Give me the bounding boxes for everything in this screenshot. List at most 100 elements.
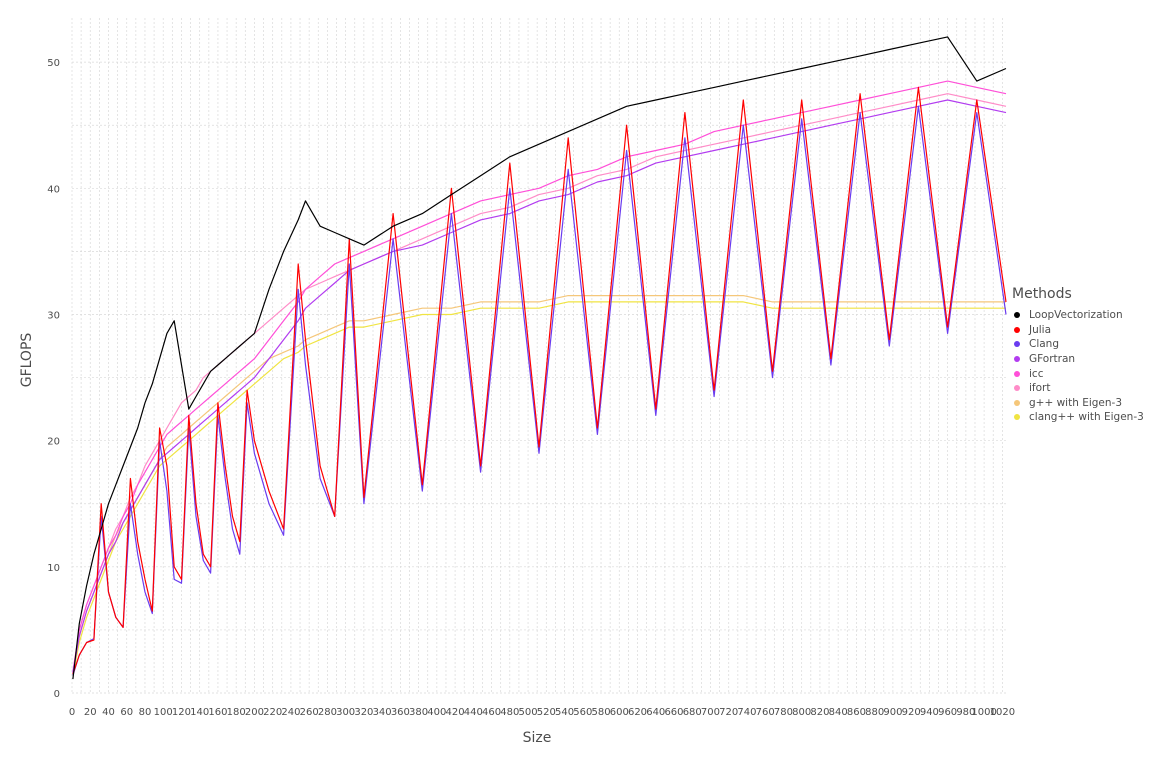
x-tick-label: 700 — [701, 707, 720, 718]
legend-item: icc — [1012, 366, 1144, 381]
series-line-julia — [72, 86, 1007, 675]
x-tick-label: 460 — [482, 707, 501, 718]
x-tick-label: 780 — [774, 707, 793, 718]
x-tick-label: 920 — [902, 707, 921, 718]
x-tick-label: 880 — [865, 707, 884, 718]
legend-swatch — [1014, 414, 1020, 421]
x-tick-label: 900 — [883, 707, 902, 718]
legend-label: ifort — [1029, 382, 1051, 395]
x-tick-label: 320 — [354, 707, 373, 718]
legend-swatch — [1014, 356, 1020, 363]
grid-lines — [71, 18, 1006, 694]
y-tick-label: 20 — [47, 437, 60, 448]
x-tick-label: 200 — [245, 707, 264, 718]
x-tick-label: 240 — [281, 707, 300, 718]
legend-item: Julia — [1012, 323, 1144, 338]
series-line-ifort — [72, 93, 1007, 673]
x-tick-label: 520 — [537, 707, 556, 718]
x-tick-label: 560 — [573, 707, 592, 718]
x-tick-label: 160 — [208, 707, 227, 718]
x-tick-label: 640 — [646, 707, 665, 718]
x-tick-label: 20 — [84, 707, 97, 718]
x-tick-label: 600 — [610, 707, 629, 718]
x-tick-label: 420 — [446, 707, 465, 718]
legend-label: g++ with Eigen-3 — [1029, 396, 1123, 409]
y-tick-label: 0 — [54, 689, 60, 700]
x-tick-label: 720 — [719, 707, 738, 718]
legend-label: Julia — [1029, 323, 1052, 336]
legend-label: icc — [1029, 367, 1044, 380]
x-tick-label: 1020 — [990, 707, 1015, 718]
legend-item: GFortran — [1012, 352, 1144, 367]
y-tick-label: 50 — [47, 58, 60, 69]
series-line-gfortran — [72, 99, 1007, 673]
legend-title: Methods — [1012, 286, 1072, 302]
x-tick-label: 680 — [683, 707, 702, 718]
x-tick-label: 540 — [555, 707, 574, 718]
x-tick-label: 360 — [391, 707, 410, 718]
x-tick-label: 400 — [427, 707, 446, 718]
series-line-icc — [72, 80, 1007, 672]
x-tick-label: 860 — [847, 707, 866, 718]
legend-swatch — [1014, 326, 1020, 333]
x-tick-label: 580 — [591, 707, 610, 718]
legend-label: LoopVectorization — [1029, 309, 1123, 322]
legend-label: clang++ with Eigen-3 — [1029, 411, 1144, 424]
x-tick-labels: 0 20 40 60 80 100 120 140 160 180 200 220 240 260 280 3… — [69, 707, 1015, 718]
y-tick-label: 40 — [47, 184, 60, 195]
x-tick-label: 660 — [664, 707, 683, 718]
x-tick-label: 380 — [409, 707, 428, 718]
x-tick-label: 740 — [737, 707, 756, 718]
x-tick-label: 140 — [190, 707, 209, 718]
legend-swatch — [1014, 370, 1020, 377]
x-tick-label: 840 — [829, 707, 848, 718]
x-tick-label: 280 — [318, 707, 337, 718]
x-tick-label: 980 — [956, 707, 975, 718]
legend-swatch — [1014, 341, 1020, 348]
legend-item: g++ with Eigen-3 — [1012, 396, 1144, 411]
legend: Methods LoopVectorization Julia Clang GFort… — [1012, 286, 1144, 425]
x-tick-label: 340 — [373, 707, 392, 718]
legend-swatch — [1014, 312, 1020, 319]
x-tick-label: 120 — [172, 707, 191, 718]
x-axis-label: Size — [523, 730, 552, 746]
x-tick-label: 0 — [69, 707, 75, 718]
x-tick-label: 940 — [920, 707, 939, 718]
y-tick-labels: 0 10 20 30 40 50 — [47, 58, 60, 700]
legend-label: Clang — [1029, 338, 1060, 351]
legend-items: LoopVectorization Julia Clang GFortran icc if… — [1012, 308, 1144, 425]
x-tick-label: 60 — [120, 707, 133, 718]
series-line-loopvectorization — [72, 36, 1007, 680]
x-tick-label: 220 — [263, 707, 282, 718]
x-tick-label: 180 — [227, 707, 246, 718]
legend-item: LoopVectorization — [1012, 308, 1144, 323]
y-tick-label: 10 — [47, 563, 60, 574]
x-tick-label: 620 — [628, 707, 647, 718]
x-tick-label: 260 — [300, 707, 319, 718]
legend-item: clang++ with Eigen-3 — [1012, 410, 1144, 425]
x-tick-label: 960 — [938, 707, 957, 718]
x-tick-label: 820 — [810, 707, 829, 718]
series-line-g-with-eigen-3 — [72, 295, 1006, 675]
y-axis-label: GFLOPS — [19, 333, 35, 388]
x-tick-label: 100 — [154, 707, 173, 718]
series-lines — [72, 36, 1007, 680]
series-line-clang-with-eigen-3 — [72, 301, 1006, 676]
legend-item: Clang — [1012, 337, 1144, 352]
x-tick-label: 300 — [336, 707, 355, 718]
x-tick-label: 1000 — [971, 707, 996, 718]
legend-swatch — [1014, 399, 1020, 406]
legend-label: GFortran — [1029, 353, 1076, 366]
x-tick-label: 800 — [792, 707, 811, 718]
legend-item: ifort — [1012, 381, 1144, 396]
x-tick-label: 40 — [102, 707, 115, 718]
x-tick-label: 480 — [500, 707, 519, 718]
x-tick-label: 80 — [139, 707, 152, 718]
x-tick-label: 760 — [756, 707, 775, 718]
legend-swatch — [1014, 385, 1020, 392]
x-tick-label: 440 — [464, 707, 483, 718]
y-tick-label: 30 — [47, 310, 60, 321]
x-tick-label: 500 — [519, 707, 538, 718]
series-line-clang — [72, 105, 1007, 676]
